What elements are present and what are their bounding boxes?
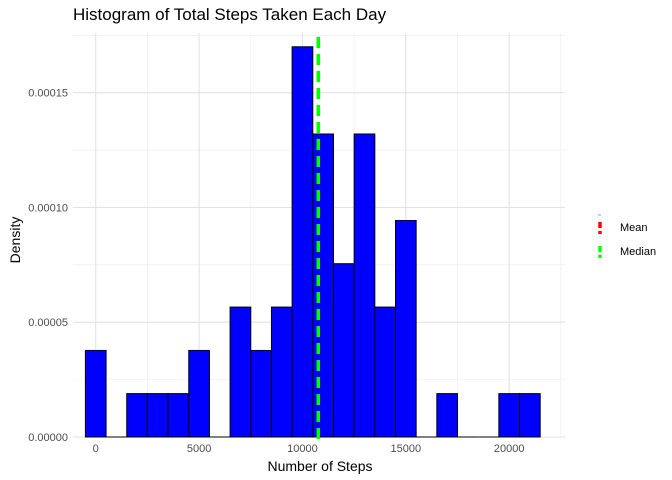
histogram-bar (188, 349, 210, 438)
histogram-bar (167, 393, 190, 438)
histogram-bar (332, 263, 355, 438)
histogram-bar (250, 349, 272, 438)
histogram-bar (270, 306, 293, 438)
x-tick-label: 15000 (391, 443, 422, 455)
x-tick-label: 0 (93, 443, 99, 455)
x-tick-label: 20000 (494, 443, 525, 455)
histogram-bar (291, 46, 314, 438)
mean-legend-label: Mean (620, 222, 648, 234)
y-tick-label: 0.00000 (28, 432, 68, 444)
median-legend-label: Median (620, 246, 656, 258)
histogram-bar (126, 393, 148, 438)
histogram-bar (84, 349, 107, 438)
chart-title: Histogram of Total Steps Taken Each Day (73, 5, 387, 24)
histogram-bar (436, 393, 459, 438)
y-tick-label: 0.00005 (28, 317, 68, 329)
histogram-bar (353, 133, 376, 438)
x-tick-label: 5000 (187, 443, 211, 455)
histogram-bar (374, 306, 396, 438)
y-axis-ticks: 0.00000 0.00005 0.00010 0.00015 (28, 88, 68, 444)
histogram-bar (498, 393, 521, 438)
legend: Mean Median (598, 214, 656, 258)
y-tick-label: 0.00015 (28, 88, 68, 100)
y-tick-label: 0.00010 (28, 202, 68, 214)
x-axis-ticks: 0 5000 10000 15000 20000 (93, 443, 525, 455)
histogram-bar (394, 220, 417, 438)
histogram-bar (229, 306, 252, 438)
histogram-bar (146, 393, 169, 438)
x-axis-title: Number of Steps (267, 458, 372, 474)
x-tick-label: 10000 (287, 443, 318, 455)
histogram-bar (312, 133, 334, 438)
y-axis-title: Density (7, 217, 23, 264)
histogram-bars (84, 46, 541, 438)
histogram-bar (519, 393, 541, 438)
